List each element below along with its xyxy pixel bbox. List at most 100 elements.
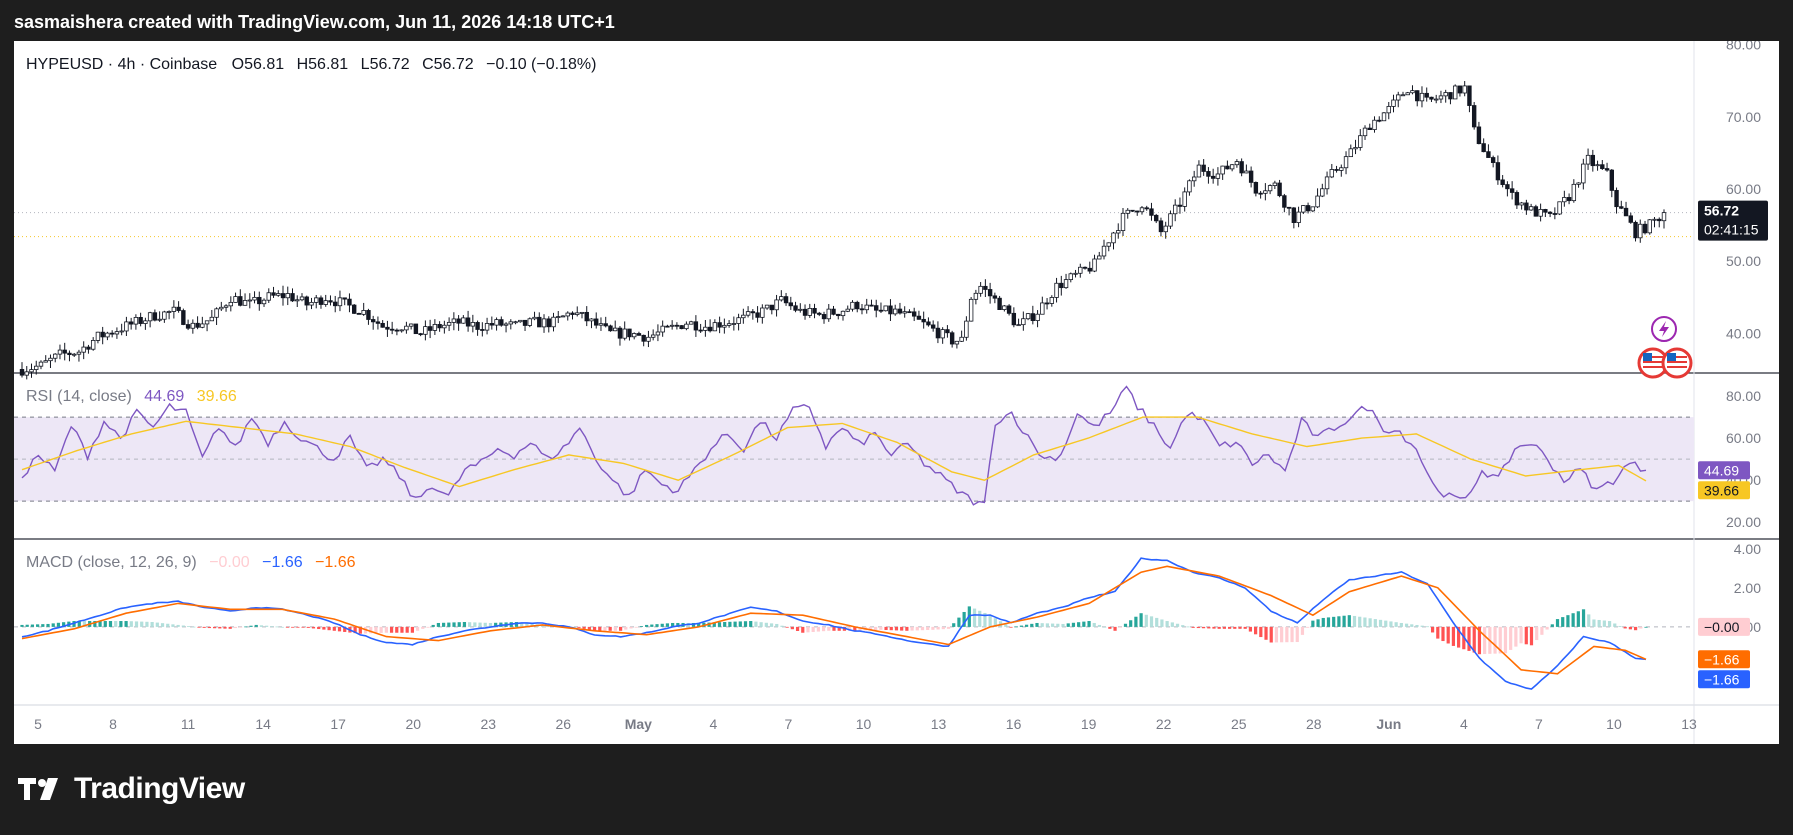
candle-body — [1139, 207, 1145, 213]
macd-histogram-bar — [494, 622, 498, 627]
chart-svg[interactable]: 80.0070.0060.0050.0040.0080.0060.0040.00… — [14, 41, 1779, 744]
candle-body — [333, 301, 338, 307]
candle-body — [1448, 92, 1453, 100]
candle-body — [722, 324, 727, 328]
candle-body — [318, 297, 324, 305]
macd-histogram-bar — [1352, 615, 1357, 627]
macd-histogram-bar — [1061, 623, 1065, 627]
candle-body — [1187, 180, 1192, 193]
candle-body — [423, 326, 428, 335]
candle-body — [665, 325, 670, 328]
macd-histogram-bar — [145, 621, 149, 627]
macd-histogram-bar — [1165, 621, 1169, 627]
macd-histogram-bar — [1118, 626, 1122, 628]
macd-histogram-bar — [894, 626, 899, 631]
macd-histogram-bar — [275, 626, 279, 628]
macd-histogram-bar — [1248, 626, 1253, 632]
macd-histogram-bar — [421, 626, 425, 629]
macd-histogram-bar — [233, 626, 238, 629]
macd-histogram-bar — [1457, 626, 1461, 648]
macd-histogram-bar — [697, 622, 701, 627]
candle-body — [351, 304, 357, 314]
candle-body — [1021, 318, 1026, 326]
candle-body — [1106, 242, 1111, 247]
y-tick-label: 60.00 — [1726, 430, 1761, 446]
macd-histogram-bar — [801, 626, 805, 633]
y-tick-label: 70.00 — [1726, 109, 1761, 125]
candle-body — [1092, 258, 1097, 272]
macd-histogram-bar — [1378, 619, 1383, 627]
us-flag-icon[interactable] — [1661, 347, 1693, 379]
macd-histogram-bar — [1051, 623, 1055, 627]
candle-body — [195, 322, 200, 328]
macd-histogram-bar — [931, 626, 935, 630]
rsi-legend-value: 44.69 — [144, 388, 184, 405]
candle-body — [1396, 94, 1401, 101]
candle-body — [451, 318, 457, 323]
macd-histogram-bar — [1602, 620, 1606, 627]
candle-body — [1538, 209, 1543, 217]
macd-histogram-bar — [1030, 623, 1034, 627]
macd-histogram-bar — [46, 623, 50, 627]
macd-histogram-bar — [1201, 626, 1206, 629]
macd-histogram-bar — [717, 622, 722, 627]
candle-body — [1154, 214, 1159, 222]
candle-body — [888, 305, 893, 315]
macd-histogram-bar — [1514, 626, 1518, 647]
candle-body — [1263, 190, 1268, 194]
macd-histogram-bar — [140, 621, 144, 627]
candle-body — [717, 322, 722, 328]
candle-body — [541, 318, 547, 328]
candle-body — [779, 296, 784, 301]
candle-body — [793, 305, 798, 311]
candle-body — [1049, 297, 1055, 304]
candle-body — [470, 322, 476, 327]
macd-histogram-bar — [1509, 626, 1513, 650]
price-legend-symbol: HYPEUSD · 4h · Coinbase — [26, 56, 217, 73]
candle-body — [1144, 207, 1149, 210]
candle-body — [484, 323, 490, 331]
lightning-event-icon[interactable] — [1651, 316, 1677, 342]
candle-body — [1320, 188, 1325, 197]
candle-body — [594, 318, 599, 326]
candle-body — [698, 329, 703, 332]
macd-histogram-bar — [1212, 626, 1216, 629]
rsi-ma-tag-bg — [1698, 481, 1750, 500]
candle-body — [1619, 206, 1624, 209]
candle-body — [1035, 313, 1040, 321]
macd-histogram-bar — [228, 626, 232, 629]
candle-body — [219, 306, 224, 310]
macd-value-tags: −0.00 −1.66 −1.66 — [1698, 617, 1750, 689]
macd-histogram-bar — [1269, 626, 1273, 643]
macd-histogram-bar — [858, 626, 862, 631]
macd-histogram-bar — [650, 624, 654, 627]
candle-body — [1429, 96, 1434, 100]
candle-body — [247, 299, 252, 302]
candle-body — [1595, 164, 1600, 167]
macd-histogram-bar — [30, 624, 35, 627]
candle-body — [1547, 211, 1553, 214]
candle-body — [774, 299, 779, 311]
candle-body — [90, 340, 96, 350]
y-tick-label: 2.00 — [1734, 580, 1761, 596]
candle-body — [295, 299, 300, 302]
candle-body — [1524, 202, 1529, 211]
price-legend-h-label: H — [297, 56, 309, 73]
brand-footer[interactable]: TradingView — [18, 772, 245, 806]
candle-body — [783, 296, 789, 304]
chart-frame[interactable]: 80.00 70.00 60.00 50.00 40.00 80.00 60.00 40.00… — [14, 41, 1779, 744]
macd-hist-tag-bg — [1698, 617, 1750, 636]
candle-body — [76, 351, 82, 355]
x-tick-label: 8 — [109, 716, 117, 732]
macd-histogram-bar — [1004, 624, 1008, 627]
macd-histogram-bar — [1155, 617, 1159, 627]
candle-body — [688, 321, 694, 325]
macd-histogram-bar — [592, 626, 597, 631]
macd-histogram-bar — [1316, 619, 1320, 627]
candle-body — [1054, 282, 1059, 298]
candle-body — [418, 333, 423, 336]
candle-body — [755, 312, 760, 318]
macd-histogram-bar — [400, 626, 404, 633]
candle-body — [233, 296, 238, 303]
macd-histogram-bar — [82, 621, 87, 627]
